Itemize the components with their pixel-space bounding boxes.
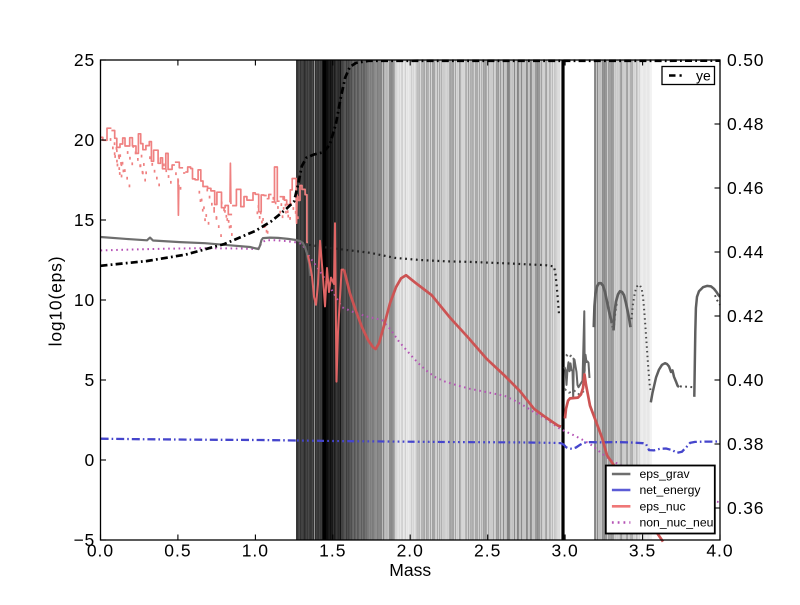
svg-text:0.36: 0.36 (727, 498, 764, 518)
svg-text:2.0: 2.0 (397, 541, 424, 561)
svg-text:1.0: 1.0 (242, 541, 269, 561)
svg-text:ye: ye (696, 67, 711, 83)
svg-text:20: 20 (74, 130, 95, 150)
svg-text:log10(eps): log10(eps) (46, 256, 66, 347)
svg-text:3.0: 3.0 (551, 541, 578, 561)
svg-text:0: 0 (84, 450, 95, 470)
svg-text:0.50: 0.50 (727, 50, 764, 70)
svg-text:5: 5 (84, 370, 95, 390)
svg-text:eps_grav: eps_grav (640, 467, 691, 481)
svg-text:0.40: 0.40 (727, 370, 764, 390)
svg-text:0.38: 0.38 (727, 434, 764, 454)
svg-text:0.5: 0.5 (164, 541, 191, 561)
svg-text:Mass: Mass (389, 560, 431, 580)
svg-text:4.0: 4.0 (706, 541, 733, 561)
svg-text:3.5: 3.5 (629, 541, 656, 561)
svg-text:15: 15 (74, 210, 95, 230)
svg-text:10: 10 (74, 290, 95, 310)
svg-text:1.5: 1.5 (319, 541, 346, 561)
svg-text:2.5: 2.5 (474, 541, 501, 561)
svg-text:eps_nuc: eps_nuc (640, 500, 686, 514)
svg-text:0.48: 0.48 (727, 114, 764, 134)
svg-text:0.46: 0.46 (727, 178, 764, 198)
svg-text:0.44: 0.44 (727, 242, 764, 262)
svg-text:non_nuc_neu: non_nuc_neu (640, 516, 714, 530)
svg-text:0.42: 0.42 (727, 306, 764, 326)
svg-text:25: 25 (74, 50, 95, 70)
svg-text:net_energy: net_energy (640, 483, 702, 497)
svg-text:0.0: 0.0 (87, 541, 114, 561)
svg-text:−5: −5 (73, 530, 95, 550)
